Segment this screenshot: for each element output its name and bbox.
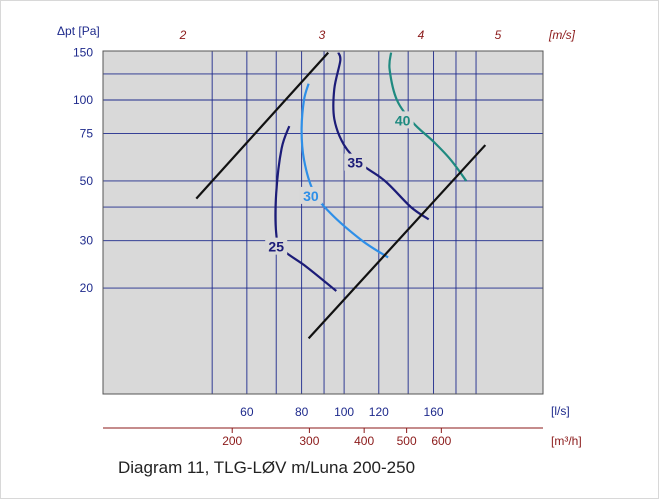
x-tick-label: 120 — [369, 405, 389, 419]
m3h-axis-unit: [m³/h] — [551, 434, 582, 448]
plot-background — [103, 51, 543, 394]
curve-label-35: 35 — [347, 155, 363, 171]
curve-label-30: 30 — [303, 188, 319, 204]
y-tick-label: 20 — [80, 281, 94, 295]
curve-label-bg — [344, 153, 367, 171]
curve-label-bg — [391, 111, 414, 129]
top-tick-label: 2 — [179, 28, 187, 42]
top-axis-unit: [m/s] — [548, 28, 576, 42]
x-axis-unit: [l/s] — [551, 404, 570, 418]
diagram-caption: Diagram 11, TLG-LØV m/Luna 200-250 — [118, 458, 416, 477]
top-tick-label: 4 — [418, 28, 425, 42]
m3h-tick-label: 200 — [222, 434, 242, 448]
m3h-tick-label: 300 — [299, 434, 319, 448]
plot-border — [102, 50, 544, 395]
curve-25 — [274, 125, 337, 292]
m3h-tick-label: 600 — [431, 434, 451, 448]
curve-label-40: 40 — [395, 112, 411, 128]
x-tick-label: 160 — [424, 405, 444, 419]
m3h-tick-label: 400 — [354, 434, 374, 448]
top-tick-label: 3 — [319, 28, 326, 42]
boundary-line-2 — [307, 144, 487, 340]
grid — [103, 51, 543, 394]
y-tick-label: 150 — [73, 46, 93, 60]
boundary-line-1 — [195, 51, 330, 200]
y-tick-label: 50 — [80, 174, 94, 188]
y-tick-label: 75 — [80, 127, 94, 141]
y-tick-label: 30 — [80, 234, 94, 248]
y-axis-title: Δpt [Pa] — [57, 24, 100, 38]
curve-label-bg — [299, 186, 322, 204]
x-tick-label: 100 — [334, 405, 354, 419]
m3h-tick-label: 500 — [397, 434, 417, 448]
top-tick-label: 5 — [495, 28, 502, 42]
curve-label-bg — [265, 237, 288, 255]
x-tick-label: 60 — [240, 405, 254, 419]
y-tick-label: 100 — [73, 93, 93, 107]
curve-label-25: 25 — [268, 239, 284, 255]
curve-35 — [332, 52, 430, 221]
curve-30 — [300, 83, 389, 259]
x-tick-label: 80 — [295, 405, 309, 419]
